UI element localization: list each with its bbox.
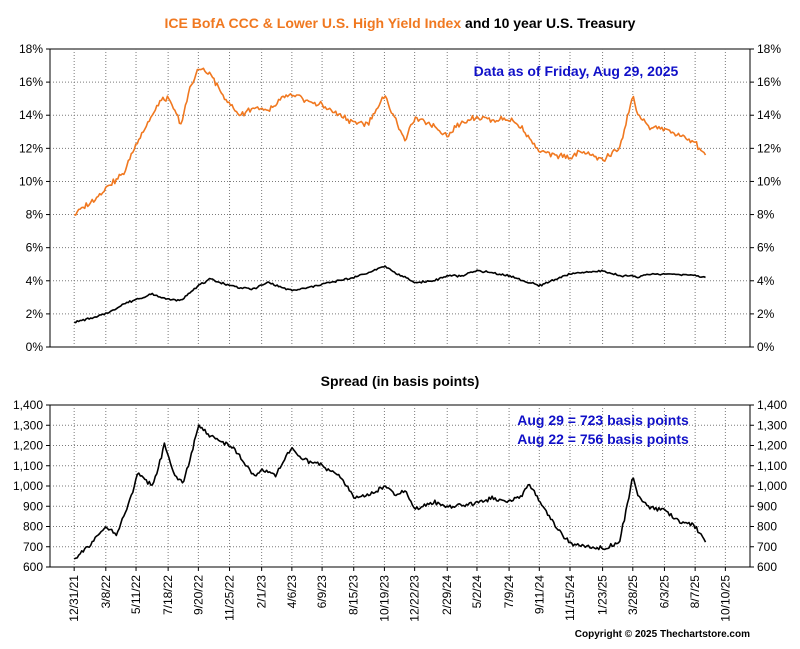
top-panel-frame bbox=[49, 48, 751, 348]
x-tick-label: 4/6/23 bbox=[285, 575, 299, 609]
top-y-tick-label-right: 8% bbox=[757, 208, 775, 222]
bottom-y-tick-label-left: 1,400 bbox=[13, 398, 43, 412]
top-y-tick-label-right: 14% bbox=[757, 108, 781, 122]
data-date-annotation: Data as of Friday, Aug 29, 2025 bbox=[474, 63, 679, 79]
ccc-yield-line bbox=[73, 67, 707, 216]
top-y-tick-label-right: 12% bbox=[757, 141, 781, 155]
top-y-tick-label-right: 0% bbox=[757, 340, 775, 354]
x-tick-label: 12/22/23 bbox=[408, 575, 422, 622]
x-tick-label: 12/31/21 bbox=[67, 575, 81, 622]
bottom-panel-series bbox=[73, 424, 707, 560]
spread-annotation-aug22: Aug 22 = 756 basis points bbox=[517, 431, 689, 447]
top-y-tick-label-right: 18% bbox=[757, 42, 781, 56]
top-y-tick-label-left: 10% bbox=[19, 174, 43, 188]
top-y-tick-label-left: 8% bbox=[26, 208, 44, 222]
x-tick-label: 3/28/25 bbox=[626, 575, 640, 615]
spread-panel-title: Spread (in basis points) bbox=[321, 373, 480, 389]
title-rest: and 10 year U.S. Treasury bbox=[461, 15, 636, 31]
top-panel-y-axis-labels: 0% 0% 2% 2% 4% 4% 6% 6% 8% 8% 10% 10% 12% 12% 14% 14% 16… bbox=[19, 42, 781, 354]
top-y-tick-label-right: 4% bbox=[757, 274, 775, 288]
title-highlight: ICE BofA CCC & Lower U.S. High Yield Ind… bbox=[165, 15, 462, 31]
top-y-tick-label-right: 16% bbox=[757, 75, 781, 89]
x-tick-label: 1/23/25 bbox=[596, 575, 610, 615]
x-tick-label: 3/8/22 bbox=[99, 575, 113, 609]
bottom-y-tick-label-left: 700 bbox=[23, 540, 43, 554]
x-tick-label: 2/1/23 bbox=[255, 575, 269, 609]
bottom-y-tick-label-left: 900 bbox=[23, 499, 43, 513]
bottom-y-tick-label-left: 1,100 bbox=[13, 459, 43, 473]
top-y-tick-label-left: 12% bbox=[19, 141, 43, 155]
x-tick-label: 8/7/25 bbox=[688, 575, 702, 609]
x-tick-label: 2/29/24 bbox=[440, 575, 454, 615]
x-tick-label: 5/11/22 bbox=[129, 575, 143, 614]
x-tick-label: 9/11/24 bbox=[532, 575, 546, 614]
bottom-y-tick-label-right: 600 bbox=[757, 560, 777, 574]
x-axis-labels: 12/31/21 3/8/22 5/11/22 7/18/22 9/20/22 11/25… bbox=[67, 567, 732, 622]
bottom-y-tick-label-left: 600 bbox=[23, 560, 43, 574]
bottom-panel-gridlines bbox=[46, 404, 754, 568]
top-panel-gridlines bbox=[46, 48, 754, 348]
x-tick-label: 9/20/22 bbox=[191, 575, 205, 615]
x-tick-label: 11/15/24 bbox=[563, 575, 577, 621]
bottom-y-tick-label-right: 900 bbox=[757, 499, 777, 513]
bottom-y-tick-label-left: 1,000 bbox=[13, 479, 43, 493]
top-y-tick-label-left: 14% bbox=[19, 108, 43, 122]
x-tick-label: 10/19/23 bbox=[377, 575, 391, 622]
x-tick-label: 7/9/24 bbox=[502, 575, 516, 609]
bottom-y-tick-label-right: 1,200 bbox=[757, 439, 787, 453]
top-y-tick-label-left: 16% bbox=[19, 75, 43, 89]
bottom-y-tick-label-right: 800 bbox=[757, 520, 777, 534]
bottom-y-tick-label-right: 1,000 bbox=[757, 479, 787, 493]
bottom-y-tick-label-left: 1,200 bbox=[13, 439, 43, 453]
bottom-y-tick-label-right: 1,300 bbox=[757, 418, 787, 432]
top-y-tick-label-left: 4% bbox=[26, 274, 44, 288]
treasury-yield-line bbox=[73, 265, 706, 324]
spread-annotation-aug29: Aug 29 = 723 basis points bbox=[517, 412, 689, 428]
chart-title: ICE BofA CCC & Lower U.S. High Yield Ind… bbox=[165, 15, 636, 31]
copyright-notice: Copyright © 2025 Thechartstore.com bbox=[575, 629, 750, 640]
top-y-tick-label-left: 0% bbox=[26, 340, 44, 354]
x-tick-label: 8/15/23 bbox=[347, 575, 361, 615]
top-y-tick-label-left: 18% bbox=[19, 42, 43, 56]
x-tick-label: 11/25/22 bbox=[223, 575, 237, 621]
spread-line bbox=[73, 424, 707, 560]
x-tick-label: 6/3/25 bbox=[657, 575, 671, 609]
bottom-y-tick-label-right: 1,100 bbox=[757, 459, 787, 473]
top-y-tick-label-right: 2% bbox=[757, 307, 775, 321]
x-tick-label: 7/18/22 bbox=[161, 575, 175, 615]
x-tick-label: 6/9/23 bbox=[315, 575, 329, 609]
x-tick-label: 5/2/24 bbox=[470, 575, 484, 609]
bottom-y-tick-label-left: 1,300 bbox=[13, 418, 43, 432]
bottom-y-tick-label-right: 1,400 bbox=[757, 398, 787, 412]
top-y-tick-label-left: 6% bbox=[26, 241, 44, 255]
top-panel-series bbox=[73, 67, 707, 324]
bottom-y-tick-label-left: 800 bbox=[23, 520, 43, 534]
top-y-tick-label-left: 2% bbox=[26, 307, 44, 321]
x-tick-label: 10/10/25 bbox=[718, 575, 732, 622]
bottom-panel-y-axis-labels: 600 600 700 700 800 800 900 900 1,000 1,000 1,100 1… bbox=[13, 398, 787, 574]
top-y-tick-label-right: 10% bbox=[757, 174, 781, 188]
top-y-tick-label-right: 6% bbox=[757, 241, 775, 255]
bottom-y-tick-label-right: 700 bbox=[757, 540, 777, 554]
